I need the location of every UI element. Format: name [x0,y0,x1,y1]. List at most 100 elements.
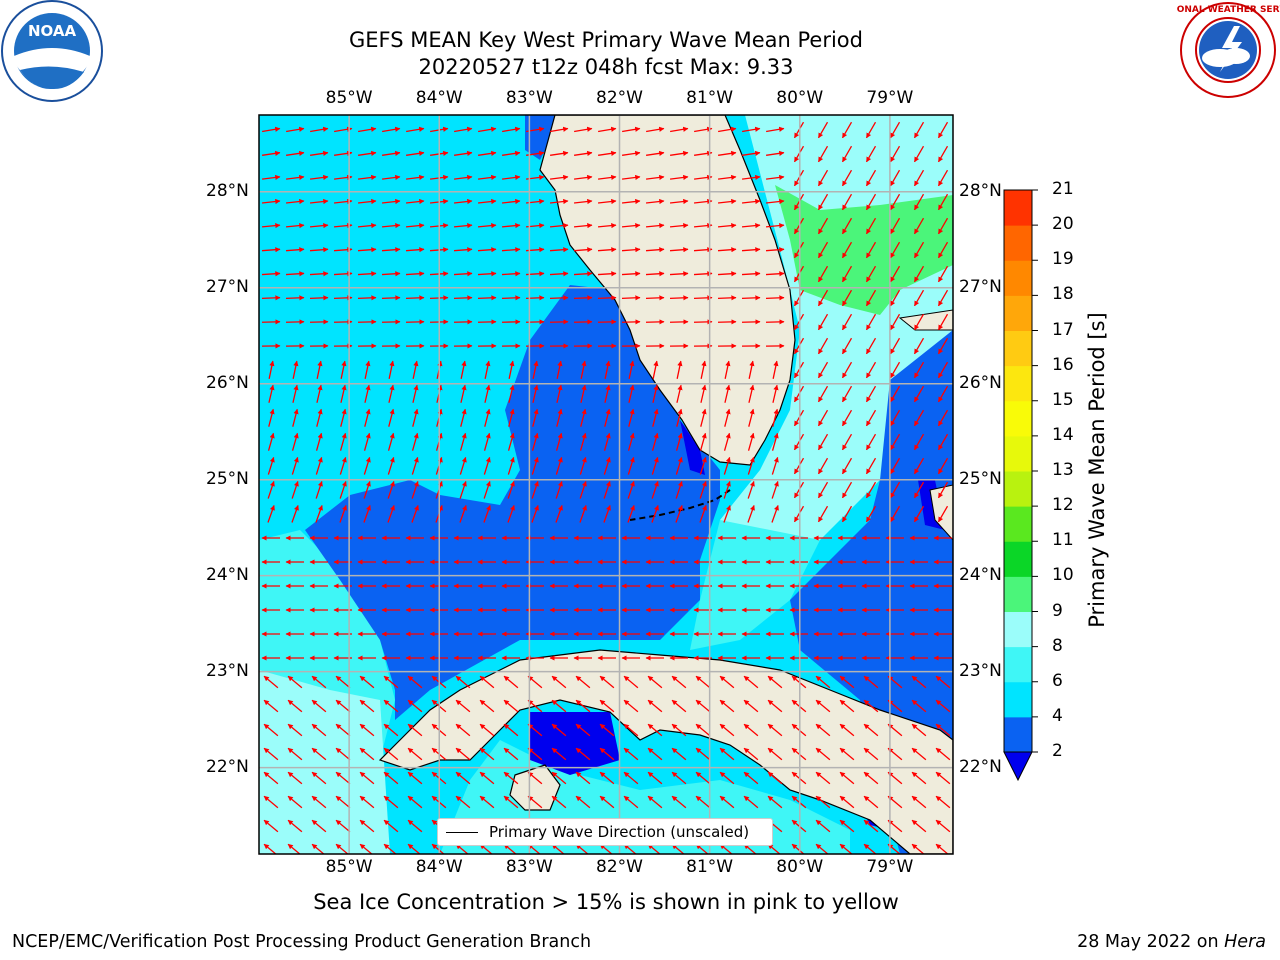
wave-arrow [646,126,665,133]
wave-arrow [460,384,467,403]
colorbar-segment [1004,365,1032,402]
wave-arrow [359,771,375,785]
wave-arrow [695,675,711,689]
legend-line-icon [446,832,478,833]
wave-arrow [793,313,805,331]
wave-arrow [357,247,377,253]
wave-arrow [388,360,395,379]
wave-arrow [937,505,949,523]
wave-arrow [889,313,901,331]
wave-arrow [671,699,687,713]
wave-arrow [357,174,377,181]
wave-arrow [599,771,615,785]
wave-arrow [622,126,641,133]
wave-arrow [460,360,467,379]
wave-arrow [363,480,371,499]
wave-arrow [479,723,495,737]
wave-arrow [817,481,829,499]
wave-arrow [913,241,925,259]
wave-arrow [551,747,567,761]
wave-arrow [719,747,735,761]
wave-arrow [316,384,323,403]
wave-arrow [719,723,735,737]
wave-arrow [453,222,473,229]
colorbar-tick-label: 20 [1052,214,1074,235]
wave-arrow [309,222,329,229]
wave-arrow [291,505,299,523]
florida-keys [629,489,731,521]
wave-arrow [747,505,755,523]
wave-arrow [597,319,617,325]
wave-arrow [503,699,519,713]
wave-arrow [913,409,925,427]
wave-arrow [652,360,659,379]
nws-logo: NATIONAL WEATHER SERVICE [1176,2,1280,98]
wave-arrow [841,457,853,475]
wave-arrow [645,174,665,181]
isla-juventud-land [509,764,561,811]
wave-arrow [484,360,491,379]
wave-arrow [412,384,419,403]
wave-arrow [285,174,305,181]
cuba-land [378,649,953,854]
wave-arrow [550,126,569,133]
wave-arrow [724,384,731,403]
wave-arrow [841,169,853,187]
wave-arrow [793,145,805,163]
wave-arrow [718,150,737,156]
wave-arrow [937,169,949,187]
wave-arrow [292,408,299,427]
wave-arrow [555,456,563,475]
wave-arrow [340,360,347,379]
wave-arrow [357,295,377,301]
wave-arrow [407,699,423,713]
wave-arrow [937,241,949,259]
wave-arrow [483,432,491,451]
wave-arrow [286,126,305,133]
wave-arrow [599,795,615,809]
wave-arrow [287,747,303,761]
wave-arrow [527,723,543,737]
wave-arrow [621,174,641,181]
wave-arrow [817,433,829,451]
wave-arrow [841,385,853,403]
wave-arrow [359,675,375,689]
wave-arrow [937,217,949,235]
wave-arrow [407,771,423,785]
wave-arrow [339,456,347,475]
longitude-label-bottom: 84°W [415,857,463,877]
wave-arrow [599,699,615,713]
wave-arrow [719,771,735,785]
wave-arrow [695,699,711,713]
wave-arrow [383,699,399,713]
wave-arrow [579,456,587,475]
wave-arrow [316,408,323,427]
colorbar-tick-label: 14 [1052,424,1074,445]
wave-arrow [261,319,281,325]
wave-arrow [285,295,305,301]
latitude-label-right: 27°N [959,276,1002,297]
wave-arrow [865,265,877,283]
wave-arrow [628,408,635,427]
wave-arrow [383,795,399,809]
wave-arrow [628,384,635,403]
wave-arrow [913,457,925,475]
wave-arrow [695,723,711,737]
wave-arrow [285,247,305,253]
latitude-label-left: 27°N [206,276,249,297]
wave-arrow [339,432,347,451]
wave-arrow [841,193,853,211]
wave-arrow [455,675,471,689]
wave-arrow [364,384,371,403]
noaa-logo: NOAA [1,0,103,102]
wave-arrow [405,174,425,181]
wave-arrow [767,795,783,809]
wave-arrow [292,360,299,379]
wave-arrow [311,819,327,833]
colorbar [1003,189,1038,782]
wave-arrow [889,361,901,379]
wave-arrow [412,360,419,379]
wave-arrow [311,675,327,689]
wave-arrow [889,505,901,523]
latitude-label-right: 26°N [959,372,1002,393]
